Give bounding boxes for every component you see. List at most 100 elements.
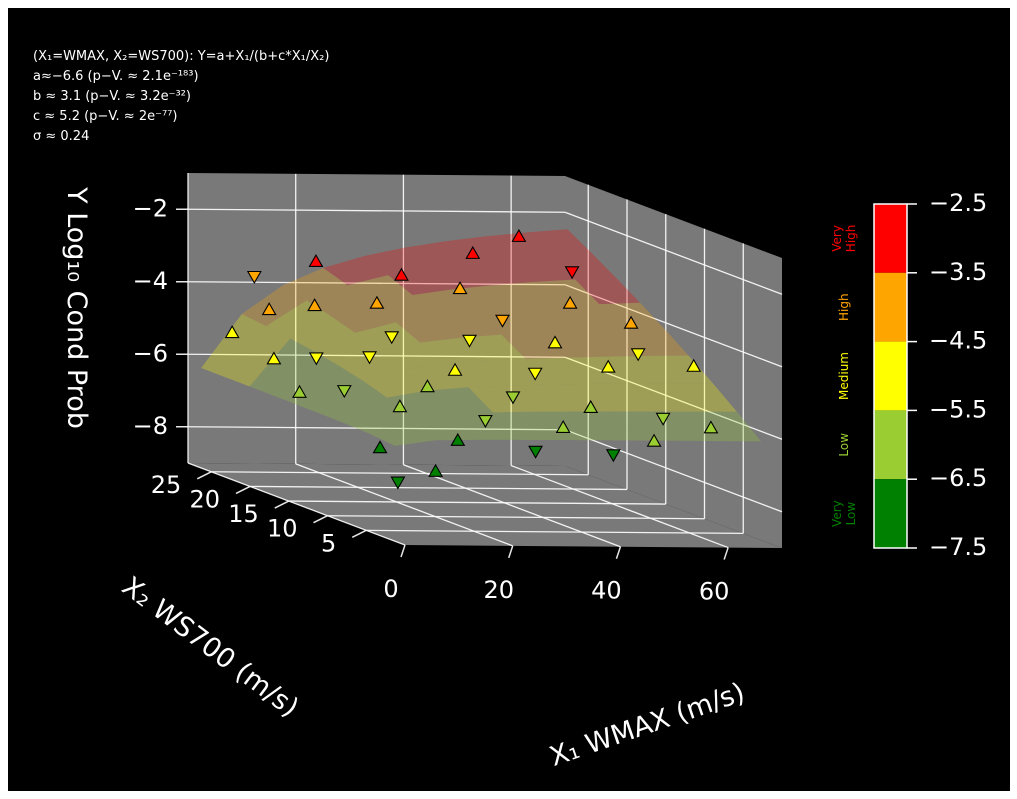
data-point — [384, 331, 400, 345]
data-point — [465, 245, 481, 259]
data-point — [564, 266, 580, 280]
x-tick-mark — [615, 546, 622, 559]
data-point — [511, 228, 527, 242]
axes-panes — [188, 173, 782, 548]
data-point — [528, 445, 544, 459]
colorbar-segment — [874, 272, 907, 342]
x-tick-mark — [723, 547, 729, 560]
grid-side-z — [564, 429, 783, 513]
data-point — [292, 384, 307, 398]
surface-patch — [485, 232, 551, 259]
data-point — [390, 476, 406, 490]
surface-patch — [671, 383, 737, 412]
surface-patch — [484, 358, 550, 386]
data-point — [477, 415, 493, 429]
data-point — [600, 359, 616, 373]
colorbar-tick-label: −6.5 — [929, 464, 987, 492]
surface-patch — [453, 285, 518, 312]
data-point — [308, 352, 324, 366]
colorbar-segment — [874, 479, 907, 548]
data-point — [362, 351, 377, 365]
data-point — [372, 440, 388, 454]
surface-patch — [371, 294, 437, 323]
surface-patch — [534, 279, 600, 306]
surface-patch — [696, 411, 762, 442]
data-point — [630, 348, 646, 362]
colorbar-category-label: Medium — [837, 352, 851, 400]
colorbar-category-label: Very — [830, 500, 844, 527]
surface-patch — [510, 255, 576, 282]
side-pane — [565, 176, 782, 548]
grid-floor-y — [327, 515, 705, 520]
surface-patch — [607, 355, 672, 384]
grid-floor-y — [288, 500, 666, 505]
surface-patch — [590, 383, 656, 412]
surface-patch — [566, 356, 632, 384]
surface-patch — [362, 369, 428, 398]
z-axis-label: Y Log₁₀ Cond Prob — [61, 186, 92, 429]
surface-patch — [493, 281, 559, 309]
surface-patch — [549, 383, 615, 412]
data-point — [224, 325, 240, 339]
surface-patch — [427, 387, 493, 414]
x-tick-label: 20 — [483, 576, 514, 604]
surface-patch — [273, 351, 339, 406]
colorbar-tick-label: −3.5 — [929, 258, 987, 286]
surface-patch — [436, 311, 502, 338]
model-annotation: (X₁=WMAX, X₂=WS700): Y=a+X₁/(b+c*X₁/X₂) … — [33, 49, 329, 144]
data-point — [605, 449, 621, 463]
colorbar-category-label: Very — [830, 225, 844, 252]
data-point — [583, 399, 599, 413]
z-tick-label: −8 — [133, 412, 168, 440]
surface-patch — [444, 360, 510, 388]
x-tick-mark — [508, 545, 514, 559]
y-tick-label: 25 — [151, 471, 182, 499]
grid-back-z — [187, 353, 566, 358]
surface-patch — [338, 350, 404, 381]
grid-back-z — [187, 281, 566, 286]
colorbar-category-label: Low — [837, 433, 851, 457]
data-point — [450, 432, 466, 446]
y-tick-label: 10 — [267, 515, 298, 543]
gridlines — [187, 173, 783, 549]
grid-side-z — [564, 284, 783, 368]
surface-patch — [631, 383, 697, 412]
annotation-line-1: (X₁=WMAX, X₂=WS700): Y=a+X₁/(b+c*X₁/X₂) — [33, 49, 329, 64]
surface-patch — [370, 417, 436, 446]
surface-patch — [558, 304, 624, 331]
surface-patch — [550, 253, 616, 280]
x-tick-label: 60 — [699, 578, 730, 606]
data-point — [392, 399, 408, 413]
surface-patch — [249, 338, 315, 396]
data-point — [646, 433, 662, 447]
colorbar-frame — [873, 203, 908, 549]
x-tick-mark — [400, 544, 406, 558]
colorbar-segment — [874, 204, 907, 273]
data-point — [703, 420, 719, 434]
grid-floor-x — [295, 463, 513, 547]
surface-patch — [411, 413, 477, 441]
data-point — [336, 385, 352, 399]
grid-floor-x — [403, 464, 621, 548]
model-surface — [201, 229, 762, 446]
surface-patch — [525, 357, 591, 385]
surface-patch — [526, 229, 592, 256]
annotation-line-2: a≈−6.6 (p−V. ≈ 2.1e⁻¹⁸³) — [33, 69, 199, 84]
surface-patch — [201, 313, 267, 378]
surface-patch — [225, 325, 291, 387]
surface-patch — [404, 241, 470, 268]
y-tick-label: 5 — [321, 529, 336, 557]
data-point — [686, 358, 702, 372]
data-point — [505, 391, 521, 405]
surface-patch — [298, 365, 363, 415]
surface-patch — [420, 337, 485, 365]
surface-patch — [412, 289, 478, 316]
surface-patch — [655, 411, 721, 442]
z-tick-label: −2 — [133, 194, 168, 222]
surface-patch — [403, 364, 469, 391]
surface-patch — [623, 328, 689, 356]
